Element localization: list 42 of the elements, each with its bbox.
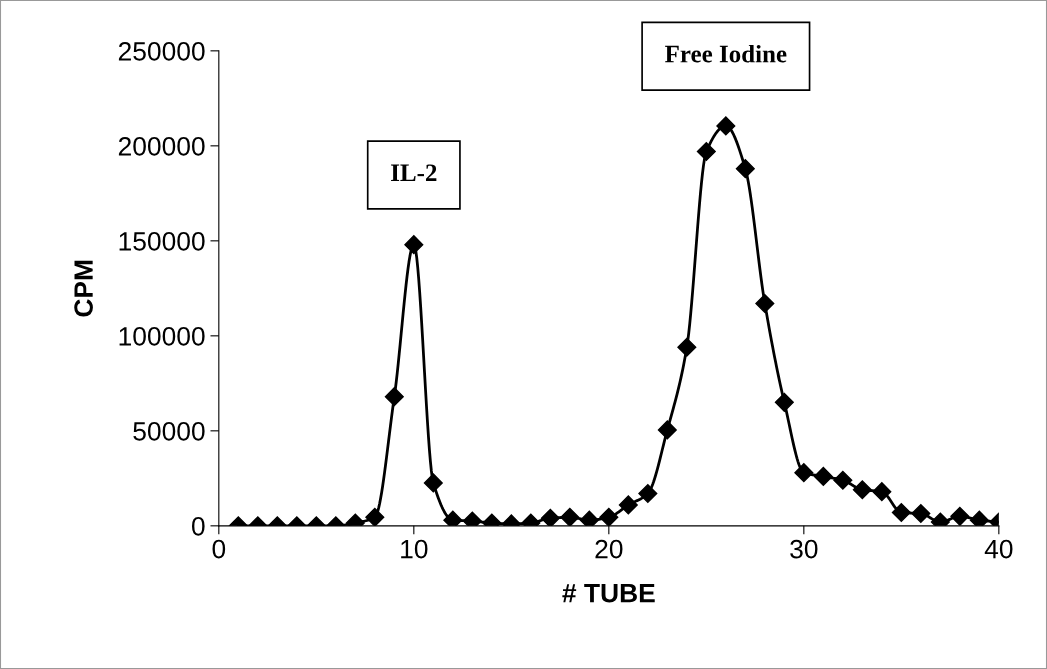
point	[755, 294, 775, 314]
point	[443, 510, 463, 526]
annotation: IL-2	[391, 164, 437, 181]
point	[599, 507, 619, 526]
point	[852, 480, 872, 500]
point	[540, 508, 560, 526]
y-tick-label: 0	[191, 516, 205, 536]
point	[774, 392, 794, 412]
y-tick-label: 150000	[119, 231, 205, 251]
point	[716, 116, 736, 136]
point	[872, 482, 892, 502]
point	[423, 473, 443, 493]
point	[618, 495, 638, 515]
point	[560, 507, 580, 526]
point	[657, 420, 677, 440]
point	[794, 463, 814, 483]
x-axis-title: # TUBE	[562, 584, 655, 603]
point	[891, 503, 911, 523]
point	[638, 484, 658, 504]
point	[677, 337, 697, 357]
point	[911, 503, 931, 524]
y-tick-label: 200000	[118, 136, 205, 156]
x-tick-label: 20	[595, 539, 623, 559]
point	[813, 466, 833, 486]
x-tick-label: 30	[790, 539, 818, 559]
y-tick-label: 50000	[133, 421, 205, 441]
point	[950, 506, 970, 526]
x-tick-label: 40	[984, 539, 1013, 559]
point	[696, 142, 716, 162]
point	[365, 507, 385, 526]
y-axis-title: CPM	[74, 260, 93, 317]
point	[579, 510, 599, 526]
point	[404, 235, 424, 255]
y-tick-label: 100000	[119, 326, 205, 346]
x-tick-label: 10	[401, 539, 428, 559]
point	[833, 470, 853, 490]
point	[735, 159, 755, 179]
point	[969, 510, 989, 526]
point	[384, 387, 404, 407]
y-tick-label: 250000	[118, 41, 205, 61]
annotation: Free Iodine	[665, 44, 787, 63]
x-tick-label: 0	[212, 539, 226, 559]
